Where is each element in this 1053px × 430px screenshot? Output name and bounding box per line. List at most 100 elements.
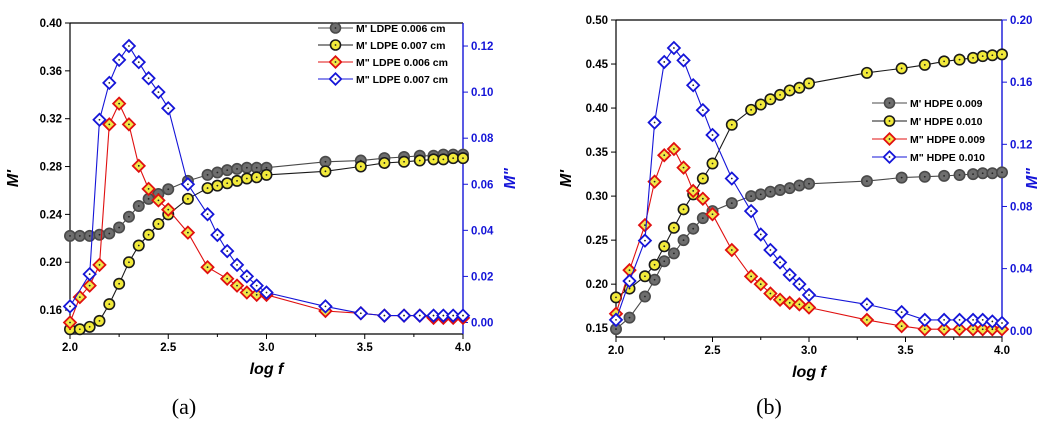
chart-a-legend-label: M' LDPE 0.006 cm [356,23,445,35]
chart-b-y-left-axis-label: M' [558,169,575,187]
chart-b-y-left-tick-label: 0.20 [586,279,608,291]
chart-b-data-point-center [981,319,984,321]
chart-b-data-point-center [958,58,961,61]
chart-a-data-point-center [265,174,268,176]
chart-a-data-point-center [255,284,258,287]
chart-b-data-point-center [958,328,961,331]
chart-a-data-point-center [147,77,150,80]
chart-a-data-point-center [108,81,111,84]
chart-a-x-tick-label: 2.0 [62,342,78,354]
chart-b-y-left-tick-label: 0.50 [586,15,608,27]
chart-b-data-point-center [1001,53,1003,56]
chart-b-y-right-axis-label: M" [1024,168,1041,189]
chart-a-data-point-center [137,61,140,64]
chart-b-legend-marker-center [888,138,891,140]
chart-b-data-point-center [701,217,704,220]
chart-a-y-right-tick-label: 0.02 [471,271,493,283]
chart-a-data-point-center [98,319,101,322]
chart-a-data-point-center [206,266,209,269]
chart-b-data-point-center [692,84,695,87]
chart-a-y-right-tick-label: 0.08 [471,133,494,145]
chart-b-y-left-tick-label: 0.15 [586,323,609,335]
chart-a-plot-area [62,38,471,336]
chart-a-data-point-center [236,263,238,266]
chart-b-data-point-center [769,190,772,193]
chart-a-data-point-center [118,282,121,285]
chart-a-data-point-center [324,305,327,308]
chart-a-data-point-center [265,166,268,169]
chart-a-data-point-center [108,232,111,235]
chart-a-data-point-center [187,197,189,200]
chart-b-legend-marker-center [888,120,891,122]
chart-b-data-point-center [900,311,903,314]
chart-a-data-point-center [452,314,455,317]
chart-b-data-point-center [943,174,945,177]
chart-b-data-point-center [682,59,685,62]
chart-b-y-left-tick-label: 0.25 [586,235,609,247]
chart-a-data-point-center [167,208,170,211]
chart-b-y-right-tick-label: 0.04 [1010,264,1033,276]
chart-b-data-point-center [798,303,801,306]
chart-b-x-tick-label: 4.0 [994,345,1010,357]
chart-a-data-point-center [187,231,189,234]
chart-a-data-point-center [69,321,71,324]
chart-a-data-point-center [88,235,91,237]
chart-a-y-left-axis-label: M' [5,169,22,187]
chart-a-data-point-center [324,160,327,163]
chart-a-data-point-center [255,166,258,169]
chart-b-legend-marker-center [888,156,891,158]
chart-a-data-point-center [157,91,160,94]
chart-a-data-point-center [88,273,91,276]
chart-b-data-point-center [673,226,675,229]
chart-b-plot-area [608,40,1010,337]
chart-b-data-point-center [750,210,752,213]
chart-a-data-point-center [187,183,189,186]
chart-a-data-point-center [236,168,238,170]
chart-b-data-point-center [759,103,762,106]
chart-b-data-point-center [866,71,868,74]
chart-a-data-point-center [236,284,238,287]
chart-b-data-point-center [972,319,974,321]
chart-a-data-point-center [383,314,386,317]
chart-b-data-point-center [682,239,685,242]
chart-b-y-right-tick-label: 0.12 [1010,139,1032,151]
chart-a-data-point-center [226,250,229,252]
chart-b-data-point-center [943,328,945,331]
chart-b-data-point-center [653,263,656,266]
chart-b-data-point-center [779,298,781,301]
chart-b-data-point-center [991,172,994,175]
chart-a-y-left-tick-label: 0.24 [40,209,63,221]
chart-a-legend-marker-center [334,27,337,29]
chart-a-data-point-center [462,314,464,317]
chart-b-data-point-center [730,249,733,251]
chart-b-data-point-center [759,283,762,286]
chart-b-data-point-center [972,56,974,59]
chart-b-data-point-center [972,173,974,175]
chart-b-data-point-center [972,328,974,331]
chart-a-data-point-center [128,215,130,218]
chart-b-data-point-center [663,260,666,263]
chart-a-data-point-center [206,213,209,216]
chart-b-y-left-tick-label: 0.30 [586,191,608,203]
chart-a-data-point-center [88,325,91,328]
chart-b-data-point-center [991,328,994,331]
chart-a-data-point-center [128,45,130,47]
chart-a-data-point-center [216,234,219,236]
chart-b-data-point-center [759,233,762,236]
chart-a-legend-marker-center [334,44,337,46]
chart-b-x-tick-label: 2.0 [608,345,624,357]
chart-b-data-point-center [750,275,752,278]
chart-a-data-point-center [157,199,160,202]
chart-b-data-point-center [615,296,617,299]
chart-a-data-point-center [167,107,170,110]
chart-a-data-point-center [69,305,71,308]
chart-a-data-point-center [245,166,248,169]
chart-a-legend-label: M' LDPE 0.007 cm [356,40,445,52]
chart-b-data-point-center [673,252,675,255]
chart-a-data-point-center [137,205,140,207]
chart-a-y-left-tick-label: 0.40 [40,18,62,30]
chart-a-y-right-tick-label: 0.04 [471,225,494,237]
chart-a-data-point-center [206,174,209,176]
chart-a-data-point-center [359,165,362,168]
chart-a-y-right-tick-label: 0.10 [471,87,493,99]
